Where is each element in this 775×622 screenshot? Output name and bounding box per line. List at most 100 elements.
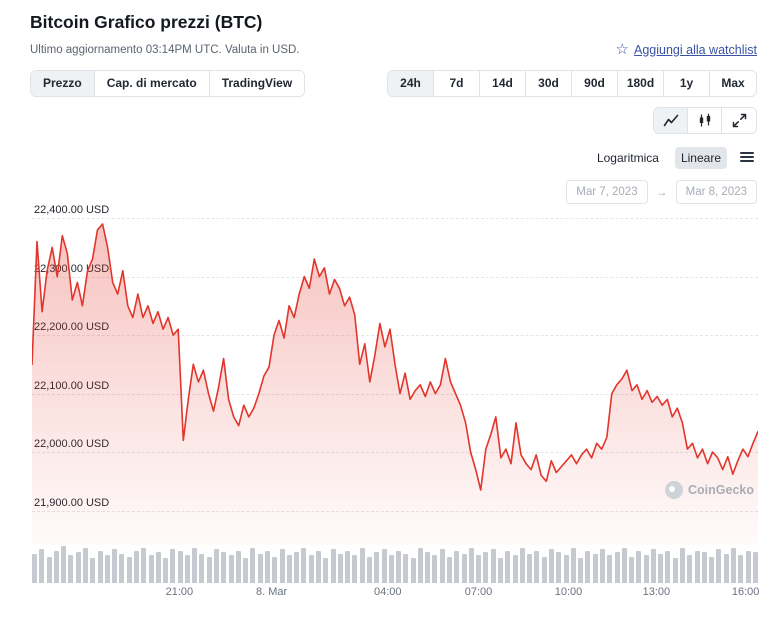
volume-bar — [214, 549, 220, 583]
volume-bar — [61, 546, 67, 583]
volume-bar — [141, 548, 147, 583]
tab-prezzo[interactable]: Prezzo — [31, 71, 95, 97]
last-updated-text: Ultimo aggiornamento 03:14PM UTC. Valuta… — [30, 43, 300, 56]
volume-bar — [323, 558, 329, 583]
range-max[interactable]: Max — [710, 71, 756, 97]
volume-bar — [396, 551, 402, 583]
volume-bar — [90, 558, 96, 583]
range-24h[interactable]: 24h — [388, 71, 434, 97]
gridline — [32, 335, 758, 337]
volume-bar — [643, 555, 649, 583]
volume-bar — [308, 555, 314, 583]
volume-bar — [301, 548, 307, 583]
volume-bar — [46, 557, 52, 583]
price-area-chart — [32, 223, 758, 545]
volume-bar — [374, 552, 380, 583]
volume-bar — [752, 552, 758, 583]
volume-bar — [716, 549, 722, 583]
range-7d[interactable]: 7d — [434, 71, 480, 97]
x-axis-label: 04:00 — [373, 586, 402, 598]
add-to-watchlist-link[interactable]: ☆ Aggiungi alla watchlist — [616, 42, 757, 57]
chart-type-switcher — [653, 107, 757, 135]
range-14d[interactable]: 14d — [480, 71, 526, 97]
tab-tradingview[interactable]: TradingView — [209, 71, 305, 97]
volume-bar — [490, 549, 496, 583]
volume-bar — [206, 557, 212, 583]
price-area-fill — [32, 224, 758, 545]
volume-bar — [672, 558, 678, 583]
volume-bar — [505, 551, 511, 583]
x-axis-label: 10:00 — [554, 586, 583, 598]
volume-bar — [257, 554, 263, 583]
x-axis: 21:00 8. Mar 04:00 07:00 10:00 13:00 16:00 — [32, 586, 760, 602]
volume-bar — [235, 551, 241, 583]
volume-bar — [345, 551, 351, 583]
x-axis-label: 8. Mar — [255, 586, 288, 598]
volume-bar — [388, 555, 394, 583]
date-to-input[interactable]: Mar 8, 2023 — [675, 180, 757, 205]
volume-bar — [629, 557, 635, 583]
range-30d[interactable]: 30d — [526, 71, 572, 97]
view-tabs: Prezzo Cap. di mercato TradingView — [30, 70, 306, 98]
volume-bar — [119, 554, 125, 583]
volume-bar — [447, 557, 453, 583]
coingecko-watermark: CoinGecko — [665, 481, 754, 499]
volume-bar — [97, 551, 103, 583]
volume-bar — [133, 551, 139, 583]
volume-bar — [527, 554, 533, 583]
hamburger-menu-icon — [739, 150, 755, 167]
volume-bar — [614, 552, 620, 583]
volume-bar — [534, 551, 540, 583]
volume-bar — [163, 558, 169, 583]
volume-bar — [731, 548, 736, 583]
volume-bar — [439, 549, 445, 583]
volume-bar — [636, 551, 642, 583]
tab-cap-di-mercato[interactable]: Cap. di mercato — [94, 71, 210, 97]
line-chart-icon — [663, 113, 679, 128]
volume-bar — [39, 549, 45, 583]
volume-bar — [82, 548, 88, 583]
x-axis-label: 07:00 — [464, 586, 493, 598]
page-title: Bitcoin Grafico prezzi (BTC) — [30, 12, 263, 32]
x-axis-label: 16:00 — [731, 586, 760, 598]
volume-bar — [541, 557, 547, 583]
volume-bar — [403, 554, 409, 583]
scale-linear-button[interactable]: Lineare — [674, 147, 727, 170]
range-90d[interactable]: 90d — [572, 71, 618, 97]
volume-bar — [352, 555, 358, 583]
candlestick-icon — [697, 113, 713, 128]
candlestick-chart-button[interactable] — [688, 108, 722, 134]
volume-bar — [650, 549, 656, 583]
volume-bar — [723, 554, 729, 583]
volume-bar — [75, 552, 81, 583]
scale-logarithmic-button[interactable]: Logaritmica — [591, 147, 665, 169]
volume-bars-strip — [32, 545, 758, 583]
volume-bar — [680, 548, 686, 583]
price-line — [32, 223, 758, 491]
watchlist-label: Aggiungi alla watchlist — [634, 42, 757, 57]
volume-bar — [570, 548, 576, 583]
volume-bar — [53, 551, 59, 583]
volume-bar — [148, 555, 154, 583]
volume-bar — [468, 548, 474, 583]
volume-bar — [126, 557, 132, 583]
volume-bar — [381, 549, 387, 583]
line-chart-button[interactable] — [654, 108, 688, 134]
volume-bar — [250, 548, 256, 583]
chart-menu-button[interactable] — [737, 148, 757, 169]
date-from-input[interactable]: Mar 7, 2023 — [566, 180, 648, 205]
volume-bar — [32, 554, 37, 583]
date-range-arrow-icon: → — [655, 185, 668, 200]
volume-bar — [483, 552, 489, 583]
volume-bar — [476, 555, 482, 583]
volume-bar — [177, 551, 183, 583]
range-180d[interactable]: 180d — [618, 71, 664, 97]
fullscreen-icon — [732, 113, 747, 128]
volume-bar — [410, 558, 416, 583]
fullscreen-button[interactable] — [722, 108, 756, 134]
x-axis-label: 21:00 — [165, 586, 194, 598]
volume-bar — [104, 555, 110, 583]
range-1y[interactable]: 1y — [664, 71, 710, 97]
